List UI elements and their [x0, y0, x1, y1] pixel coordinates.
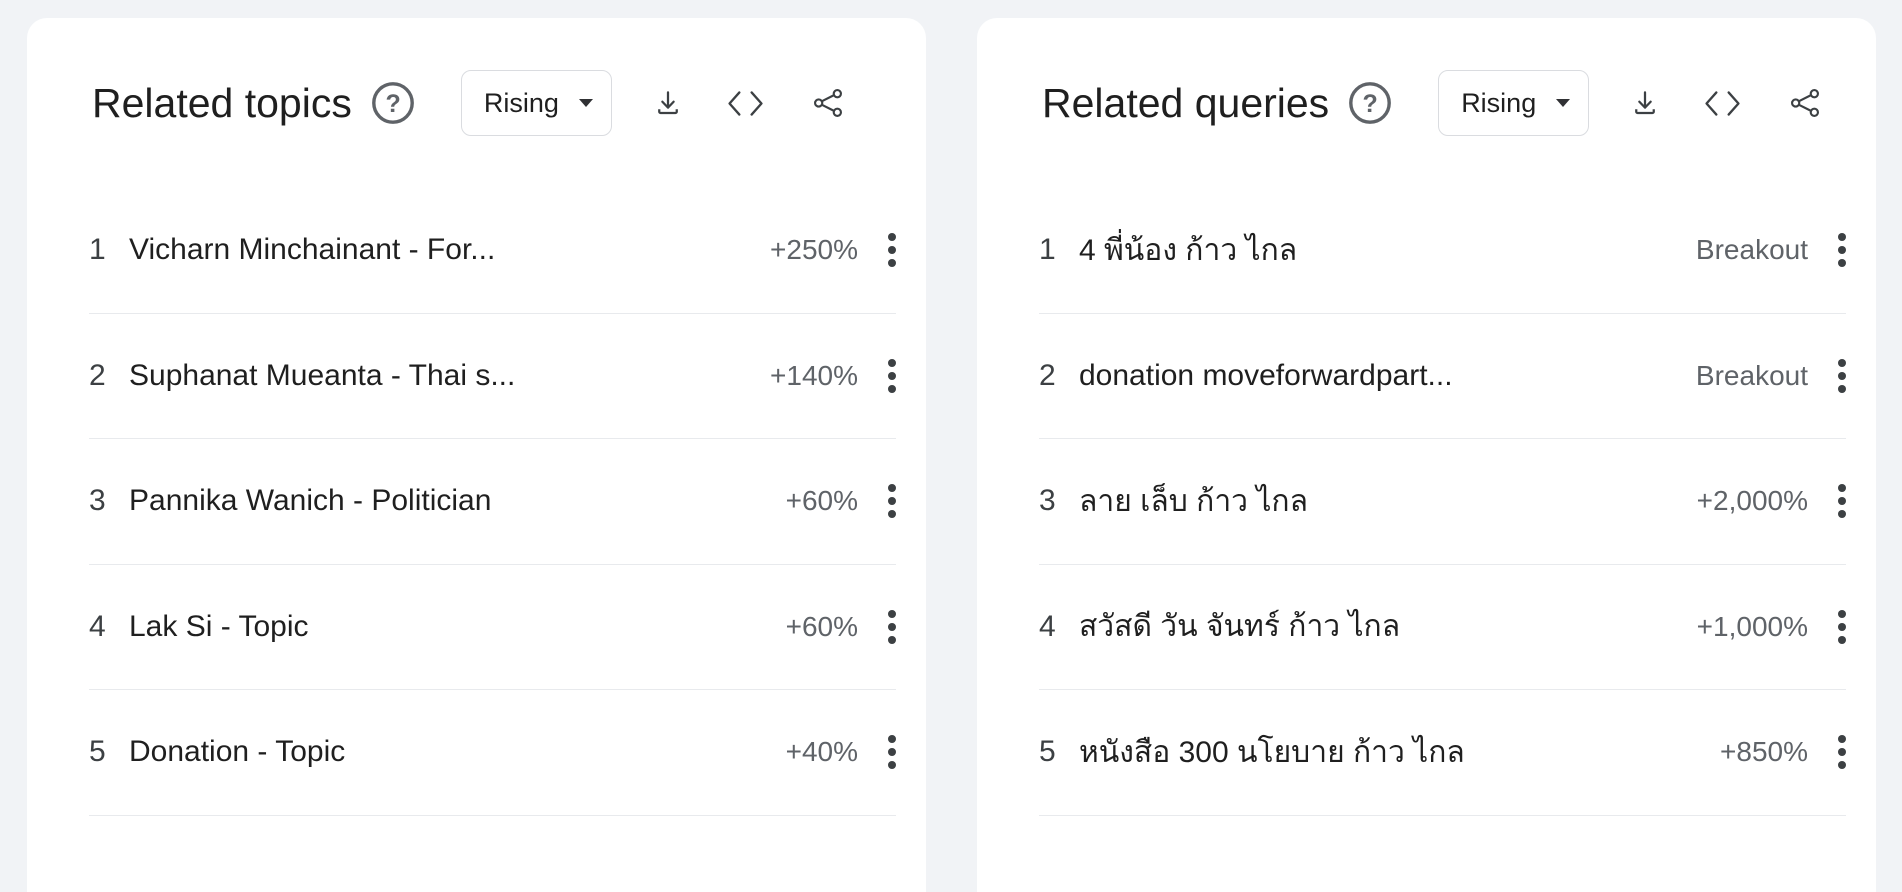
svg-text:?: ? — [385, 90, 400, 118]
svg-text:?: ? — [1363, 90, 1378, 118]
